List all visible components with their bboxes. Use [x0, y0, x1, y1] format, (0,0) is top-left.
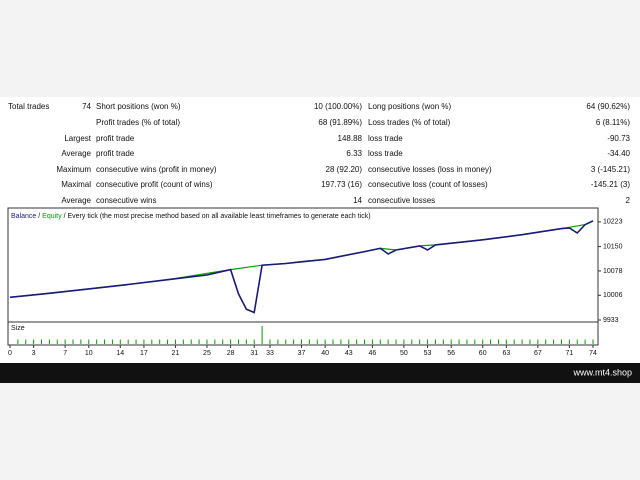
y-tick-label: 10006 [603, 292, 623, 299]
report-panel [0, 97, 640, 363]
stat-label: Long positions (won %) [368, 102, 451, 111]
stat-value: -90.73 [607, 134, 630, 143]
stat-label: profit trade [96, 149, 135, 158]
x-tick-label: 43 [345, 350, 353, 357]
stat-label: profit trade [96, 134, 135, 143]
stat-label: Profit trades (% of total) [96, 118, 180, 127]
x-tick-label: 10 [85, 350, 93, 357]
chart-frame [7, 207, 599, 346]
stat-label: Average [61, 196, 91, 205]
x-tick-label: 17 [140, 350, 148, 357]
x-tick-label: 33 [266, 350, 274, 357]
stat-label: consecutive losses (loss in money) [368, 165, 492, 174]
legend-entry: Equity [42, 213, 62, 220]
x-tick-label: 25 [203, 350, 211, 357]
legend-separator: / [38, 213, 40, 220]
stat-label: Maximum [56, 165, 91, 174]
x-tick-label: 56 [447, 350, 455, 357]
stat-value: -145.21 (3) [591, 180, 630, 189]
stat-label: Loss trades (% of total) [368, 118, 451, 127]
x-tick-label: 3 [32, 350, 36, 357]
x-tick-label: 50 [400, 350, 408, 357]
x-tick-label: 40 [321, 350, 329, 357]
stat-value: 14 [353, 196, 362, 205]
x-tick-label: 53 [424, 350, 432, 357]
x-tick-label: 0 [8, 350, 12, 357]
stat-label: Largest [64, 134, 91, 143]
size-label: Size [11, 325, 25, 332]
x-tick-label: 21 [172, 350, 180, 357]
stat-label: Total trades [8, 102, 49, 111]
x-tick-label: 7 [63, 350, 67, 357]
legend-note: Every tick (the most precise method base… [67, 213, 370, 220]
stat-value: 2 [626, 196, 631, 205]
x-tick-label: 46 [369, 350, 377, 357]
y-tick-label: 10223 [603, 219, 623, 226]
y-tick-label: 10150 [603, 243, 623, 250]
stat-value: 6.33 [346, 149, 362, 158]
stat-value: 28 (92.20) [326, 165, 363, 174]
footer-site: www.mt4.shop [572, 367, 632, 377]
stat-label: Average [61, 149, 91, 158]
stat-label: consecutive losses [368, 196, 435, 205]
legend: Balance / Equity / Every tick (the most … [11, 213, 371, 220]
stat-label: consecutive loss (count of losses) [368, 180, 488, 189]
stat-value: 74 [82, 102, 91, 111]
x-tick-label: 67 [534, 350, 542, 357]
x-tick-label: 74 [589, 350, 597, 357]
x-tick-label: 71 [565, 350, 573, 357]
stat-value: 3 (-145.21) [591, 165, 630, 174]
stat-value: 197.73 (16) [321, 180, 362, 189]
legend-entry: Balance [11, 213, 36, 220]
y-tick-label: 10078 [603, 268, 623, 275]
stat-value: 6 (8.11%) [596, 118, 630, 127]
stat-label: loss trade [368, 134, 403, 143]
stat-label: consecutive wins [96, 196, 156, 205]
stat-value: 68 (91.89%) [318, 118, 362, 127]
series-line [9, 220, 594, 314]
stat-value: 64 (90.62%) [586, 102, 630, 111]
x-tick-label: 14 [116, 350, 124, 357]
x-tick-label: 63 [502, 350, 510, 357]
x-tick-label: 37 [298, 350, 306, 357]
stat-label: Short positions (won %) [96, 102, 181, 111]
stat-label: consecutive wins (profit in money) [96, 165, 217, 174]
stat-label: consecutive profit (count of wins) [96, 180, 213, 189]
stat-value: 148.88 [338, 134, 363, 143]
stat-label: Maximal [61, 180, 91, 189]
stat-label: loss trade [368, 149, 403, 158]
stat-value: 10 (100.00%) [314, 102, 362, 111]
stat-value: -34.40 [607, 149, 630, 158]
legend-separator: / [64, 213, 66, 220]
x-tick-label: 31 [250, 350, 258, 357]
footer-bar [0, 363, 640, 383]
x-tick-label: 60 [479, 350, 487, 357]
y-tick-label: 9933 [603, 317, 619, 324]
x-tick-label: 28 [227, 350, 235, 357]
